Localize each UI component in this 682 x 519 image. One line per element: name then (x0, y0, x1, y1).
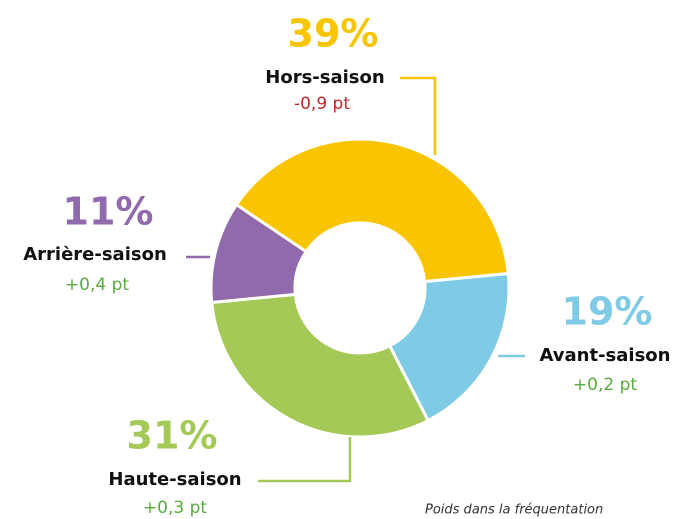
category-label: Hors-saison (265, 67, 384, 88)
change-label: -0,9 pt (294, 94, 350, 114)
value-label: 11% (63, 190, 154, 234)
category-label: Avant-saison (540, 345, 671, 366)
donut-slice (234, 137, 510, 284)
value-label: 39% (288, 12, 379, 56)
category-label: Arrière-saison (23, 244, 167, 265)
connector (400, 76, 437, 155)
note: Poids dans la fréquentation (425, 503, 603, 518)
connector (258, 437, 352, 483)
donut-slice (210, 292, 431, 439)
value-label: 19% (562, 290, 653, 334)
change-label: +0,2 pt (573, 375, 637, 395)
value-label: 31% (127, 414, 218, 458)
donut-slice (209, 202, 309, 305)
category-label: Haute-saison (108, 469, 241, 490)
change-label: +0,3 pt (143, 498, 207, 518)
change-label: +0,4 pt (65, 275, 129, 295)
donut-slice (387, 271, 511, 423)
